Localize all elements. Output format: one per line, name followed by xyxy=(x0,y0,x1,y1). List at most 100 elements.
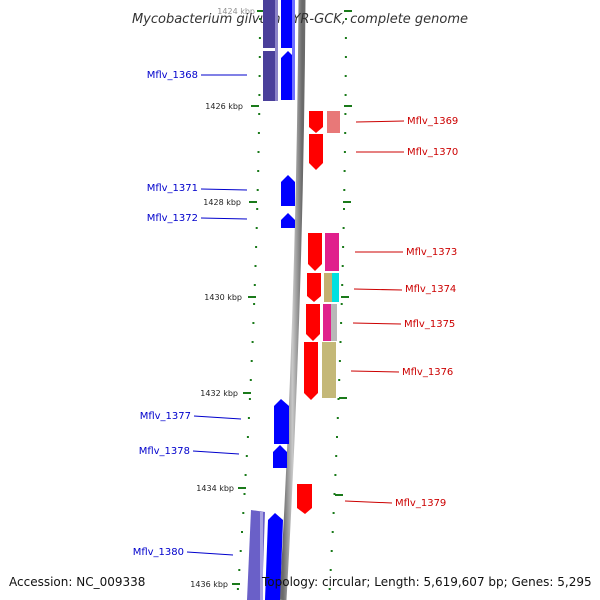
gene-arrow-mflv-1370[interactable] xyxy=(309,134,323,170)
gene-label-mflv-1375[interactable]: Mflv_1375 xyxy=(404,319,455,330)
gene-arrow-mflv-1379[interactable] xyxy=(297,484,312,514)
track-tick-dot xyxy=(341,265,344,267)
gene-block-bottom-left[interactable] xyxy=(247,510,265,600)
track-tick-dot xyxy=(340,322,343,324)
track-tick-dot xyxy=(336,436,338,438)
inner-track-ticks xyxy=(236,18,261,590)
track-tick-dot xyxy=(258,37,261,39)
position-ticks: 1424 kbp 1426 kbp 1428 kbp 1430 kbp 1432… xyxy=(190,7,265,589)
track-tick-dot xyxy=(245,455,248,457)
gene-label-mflv-1371[interactable]: Mflv_1371 xyxy=(147,183,198,194)
svg-text:1432 kbp: 1432 kbp xyxy=(200,389,238,398)
track-tick-dot xyxy=(239,550,242,552)
track-tick-dot xyxy=(344,56,347,58)
gene-label-mflv-1372[interactable]: Mflv_1372 xyxy=(147,213,198,224)
track-tick-dot xyxy=(259,18,261,20)
track-tick-dot xyxy=(344,113,347,115)
track-tick-dot xyxy=(255,246,258,248)
gene-label-mflv-1377[interactable]: Mflv_1377 xyxy=(140,411,191,422)
gene-label-mflv-1373[interactable]: Mflv_1373 xyxy=(406,247,457,258)
gene-arrow-top[interactable] xyxy=(281,0,295,100)
track-tick-dot xyxy=(343,151,346,153)
gene-label-mflv-1378[interactable]: Mflv_1378 xyxy=(139,446,190,457)
track-tick-dot xyxy=(248,398,251,400)
gene-arrow-mflv-1378[interactable] xyxy=(273,445,287,468)
genome-backbone xyxy=(279,0,306,600)
track-tick-dot xyxy=(255,227,258,229)
track-tick-dot xyxy=(243,493,246,495)
track-tick-dot xyxy=(253,303,256,305)
track-tick-dot xyxy=(344,37,347,39)
track-tick-dot xyxy=(332,512,335,514)
track-tick-dot xyxy=(257,132,260,134)
track-tick-dot xyxy=(251,341,254,343)
track-tick-dot xyxy=(344,132,347,134)
gene-arrow-mflv-1377[interactable] xyxy=(274,399,289,444)
track-tick-dot xyxy=(236,588,239,590)
gene-labels: Mflv_1368 Mflv_1371 Mflv_1372 Mflv_1377 … xyxy=(133,70,459,558)
gene-label-mflv-1376[interactable]: Mflv_1376 xyxy=(402,367,453,378)
track-tick-dot xyxy=(258,94,261,96)
gene-arrow-mflv-1373[interactable] xyxy=(308,233,339,271)
track-tick-dot xyxy=(238,569,241,571)
gene-arrow-mflv-1371[interactable] xyxy=(281,175,295,206)
svg-text:1436 kbp: 1436 kbp xyxy=(190,580,228,589)
track-tick-dot xyxy=(253,284,256,286)
gene-arrow-mflv-1372[interactable] xyxy=(281,213,295,228)
track-tick-dot xyxy=(249,379,252,381)
track-tick-dot xyxy=(343,170,346,172)
track-tick-dot xyxy=(258,113,261,115)
position-tick-1434: 1434 kbp xyxy=(196,484,246,493)
gene-block-top-left[interactable] xyxy=(263,0,278,101)
track-tick-dot xyxy=(250,360,253,362)
gene-arrow-mflv-1369[interactable] xyxy=(309,111,340,133)
track-tick-dot xyxy=(341,284,344,286)
track-tick-dot xyxy=(246,436,249,438)
track-tick-dot xyxy=(339,341,342,343)
svg-text:1424 kbp: 1424 kbp xyxy=(217,7,255,16)
gene-label-mflv-1370[interactable]: Mflv_1370 xyxy=(407,147,458,158)
gene-arrow-mflv-1375[interactable] xyxy=(306,304,337,341)
track-tick-dot xyxy=(342,227,345,229)
outer-scale-ticks xyxy=(335,10,352,496)
gene-arrow-mflv-1376[interactable] xyxy=(304,342,336,400)
svg-text:1430 kbp: 1430 kbp xyxy=(204,293,242,302)
track-tick-dot xyxy=(336,417,339,419)
gene-arrow-mflv-1374[interactable] xyxy=(307,273,339,302)
track-tick-dot xyxy=(335,455,338,457)
track-tick-dot xyxy=(342,246,345,248)
gene-arrow-mflv-1380[interactable] xyxy=(265,513,283,600)
track-tick-dot xyxy=(252,322,255,324)
gene-label-mflv-1380[interactable]: Mflv_1380 xyxy=(133,547,184,558)
track-tick-dot xyxy=(241,531,243,533)
track-tick-dot xyxy=(334,474,337,476)
track-tick-dot xyxy=(333,493,336,495)
svg-text:1428 kbp: 1428 kbp xyxy=(203,198,241,207)
gene-label-mflv-1374[interactable]: Mflv_1374 xyxy=(405,284,456,295)
track-tick-dot xyxy=(242,512,245,514)
track-tick-dot xyxy=(331,531,334,533)
svg-text:1434 kbp: 1434 kbp xyxy=(196,484,234,493)
gene-label-mflv-1369[interactable]: Mflv_1369 xyxy=(407,116,458,127)
track-tick-dot xyxy=(254,265,257,267)
track-tick-dot xyxy=(340,303,343,305)
position-tick-1436: 1436 kbp xyxy=(190,580,240,589)
position-tick-1428: 1428 kbp xyxy=(203,198,257,207)
track-tick-dot xyxy=(328,588,331,590)
position-tick-1430: 1430 kbp xyxy=(204,293,256,302)
gene-label-mflv-1379[interactable]: Mflv_1379 xyxy=(395,498,446,509)
track-tick-dot xyxy=(257,170,260,172)
forward-genes xyxy=(297,111,340,514)
reverse-genes xyxy=(247,0,295,600)
track-tick-dot xyxy=(258,75,261,77)
track-tick-dot xyxy=(344,94,347,96)
track-tick-dot xyxy=(343,189,346,191)
track-tick-dot xyxy=(257,151,260,153)
track-tick-dot xyxy=(256,208,259,210)
gene-label-mflv-1368[interactable]: Mflv_1368 xyxy=(147,70,198,81)
topology-text: Topology: circular; Length: 5,619,607 bp… xyxy=(261,575,592,589)
track-tick-dot xyxy=(329,569,332,571)
track-tick-dot xyxy=(338,379,341,381)
track-tick-dot xyxy=(256,189,259,191)
